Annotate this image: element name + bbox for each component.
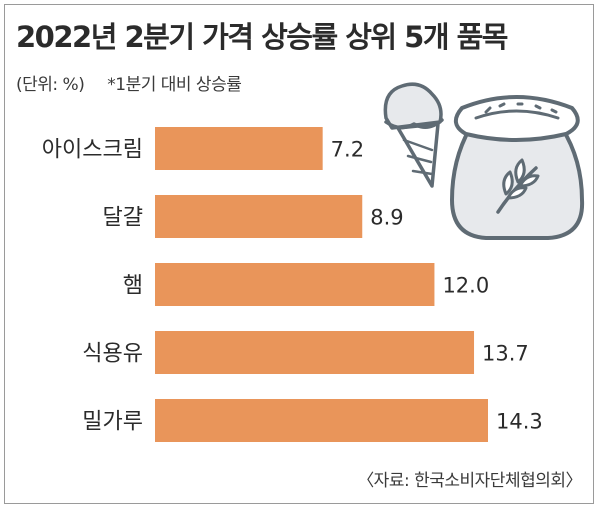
bar-1 (155, 195, 363, 238)
bar-4 (155, 399, 488, 442)
bars-group: 아이스크림 7.2 달걀 8.9 햄 12.0 식용유 13.7 밀가루 14.3 (42, 127, 543, 442)
bar-2 (155, 263, 435, 306)
grain-sack-icon (450, 95, 585, 240)
value-label-3: 13.7 (482, 342, 529, 366)
ice-cream-cone-icon (383, 82, 444, 188)
chart-subtitle: (단위: %) *1분기 대비 상승률 (16, 70, 242, 95)
bar-3 (155, 331, 475, 374)
category-label-3: 식용유 (82, 342, 143, 367)
category-label-4: 밀가루 (82, 410, 143, 435)
unit-label: (단위: %) (16, 75, 85, 95)
note-label: *1분기 대비 상승률 (107, 75, 242, 95)
chart-title: 2022년 2분기 가격 상승률 상위 5개 품목 (16, 20, 509, 54)
bar-0 (155, 127, 323, 170)
value-label-4: 14.3 (496, 410, 543, 434)
value-label-2: 12.0 (442, 274, 489, 298)
category-label-0: 아이스크림 (42, 138, 143, 163)
category-label-1: 달걀 (103, 206, 143, 231)
category-label-2: 햄 (123, 274, 143, 299)
source-note: 〈자료: 한국소비자단체협의회〉 (357, 471, 582, 491)
value-label-1: 8.9 (370, 206, 403, 230)
value-label-0: 7.2 (331, 138, 364, 162)
